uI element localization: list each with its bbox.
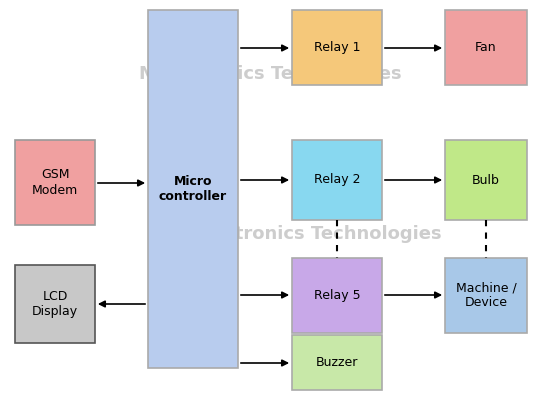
Text: GSM
Modem: GSM Modem <box>32 168 78 196</box>
Text: Microtronics Technologies: Microtronics Technologies <box>179 225 442 243</box>
FancyBboxPatch shape <box>292 335 382 390</box>
Text: Relay 5: Relay 5 <box>314 289 360 302</box>
Text: Fan: Fan <box>475 41 497 54</box>
FancyBboxPatch shape <box>292 140 382 220</box>
Text: Machine /
Device: Machine / Device <box>456 282 516 310</box>
FancyBboxPatch shape <box>15 140 95 225</box>
Text: Bulb: Bulb <box>472 174 500 186</box>
Text: Microtronics Technologies: Microtronics Technologies <box>139 65 401 83</box>
Text: Micro
controller: Micro controller <box>159 175 227 203</box>
Text: LCD
Display: LCD Display <box>32 290 78 318</box>
FancyBboxPatch shape <box>445 140 527 220</box>
FancyBboxPatch shape <box>292 258 382 333</box>
FancyBboxPatch shape <box>292 10 382 85</box>
FancyBboxPatch shape <box>445 258 527 333</box>
Text: Buzzer: Buzzer <box>316 356 358 369</box>
FancyBboxPatch shape <box>148 10 238 368</box>
FancyBboxPatch shape <box>445 10 527 85</box>
Text: Relay 1: Relay 1 <box>314 41 360 54</box>
Text: Relay 2: Relay 2 <box>314 174 360 186</box>
FancyBboxPatch shape <box>15 265 95 343</box>
